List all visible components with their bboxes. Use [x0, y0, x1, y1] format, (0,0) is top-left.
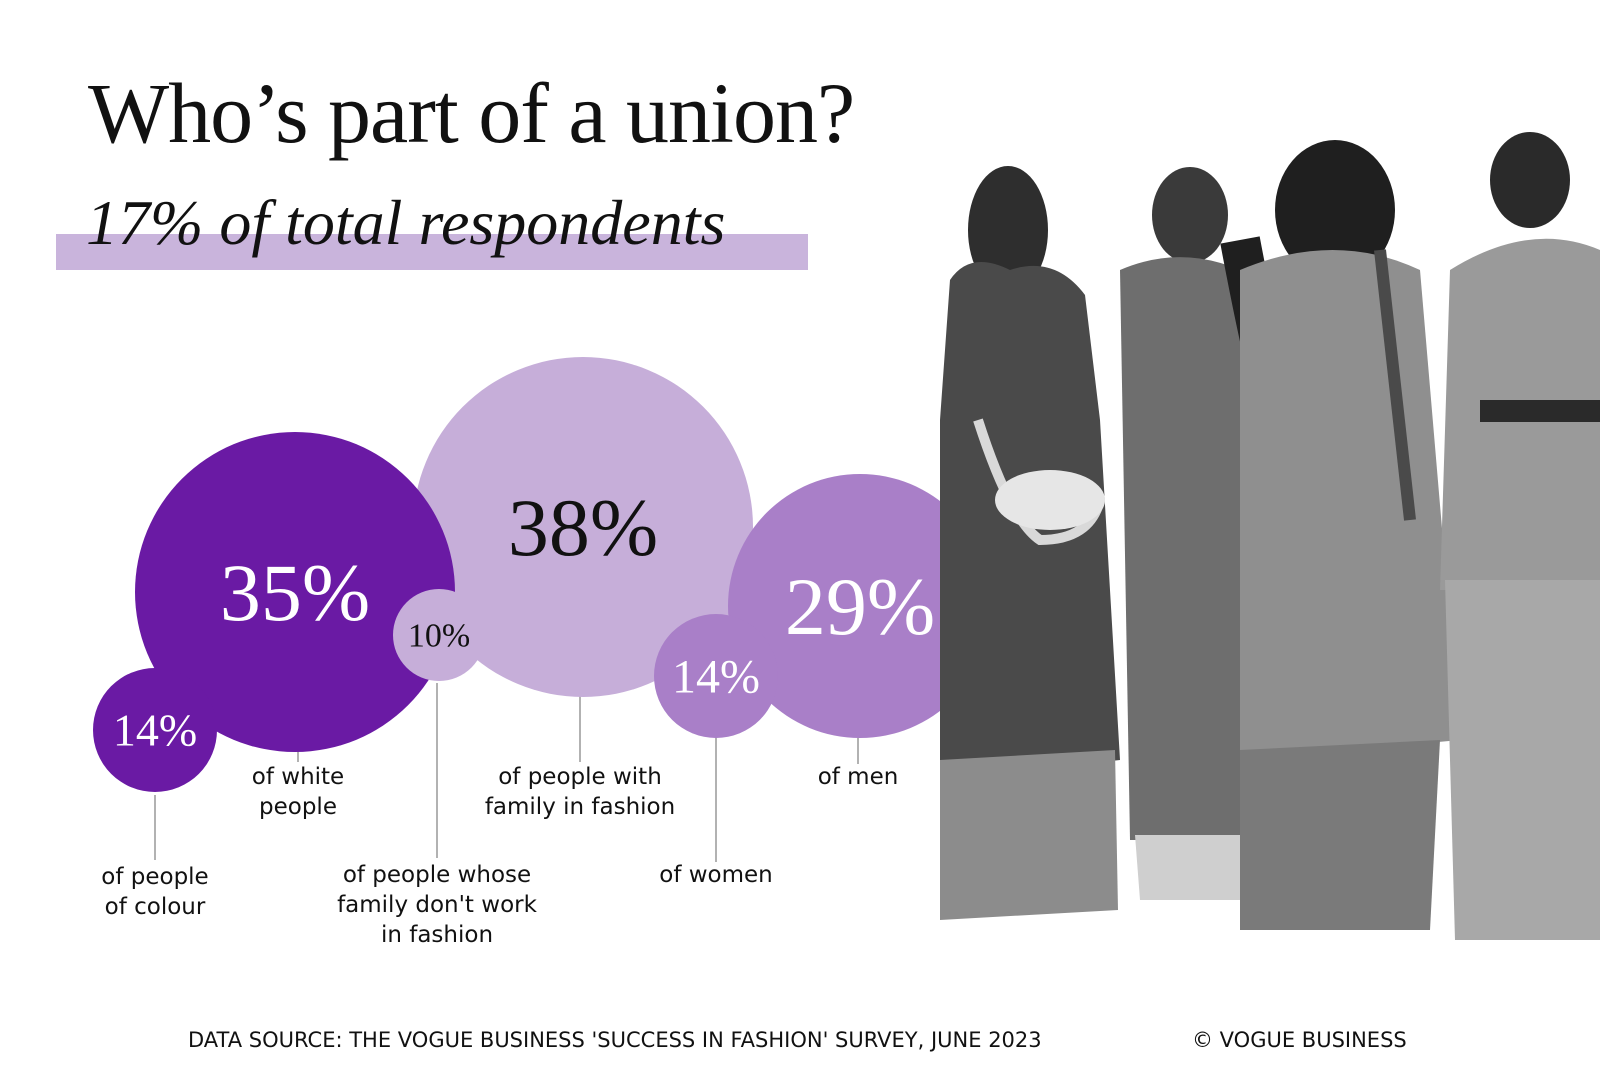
- bubble-caption: of people whose family don't work in fashi…: [337, 862, 538, 948]
- subtitle-highlight: [56, 234, 808, 270]
- bubble-caption: of people of colour: [101, 864, 208, 920]
- bubble-caption: of men: [818, 764, 899, 790]
- bubble: [413, 357, 753, 697]
- people-photo-icon: [940, 132, 1600, 940]
- bubble-caption: of white people: [252, 764, 344, 820]
- bubble: [728, 474, 992, 738]
- bubble-caption: of people with family in fashion: [485, 764, 675, 820]
- bubbles: 38% 35% 14% 10% 29% 14%: [93, 357, 992, 792]
- bubble-value-label: 14%: [113, 705, 197, 756]
- bubble-value-label: 10%: [408, 618, 470, 655]
- bubble: [93, 668, 217, 792]
- data-source-note: DATA SOURCE: THE VOGUE BUSINESS 'SUCCESS…: [188, 1028, 1042, 1052]
- bubble: [654, 614, 778, 738]
- bubble: [393, 589, 485, 681]
- bubble-chart: 38% 35% 14% 10% 29% 14% of people of colour of w…: [93, 357, 992, 948]
- chart-title: Who’s part of a union?: [88, 65, 855, 161]
- bubble-caption: of women: [659, 862, 773, 888]
- bubble-value-label: 35%: [220, 547, 370, 638]
- bubble-value-label: 14%: [672, 650, 760, 703]
- bubble: [135, 432, 455, 752]
- bubble-value-label: 29%: [785, 561, 935, 652]
- copyright-note: © VOGUE BUSINESS: [1192, 1028, 1407, 1052]
- bubble-value-label: 38%: [508, 482, 658, 573]
- chart-subtitle: 17% of total respondents: [86, 187, 726, 258]
